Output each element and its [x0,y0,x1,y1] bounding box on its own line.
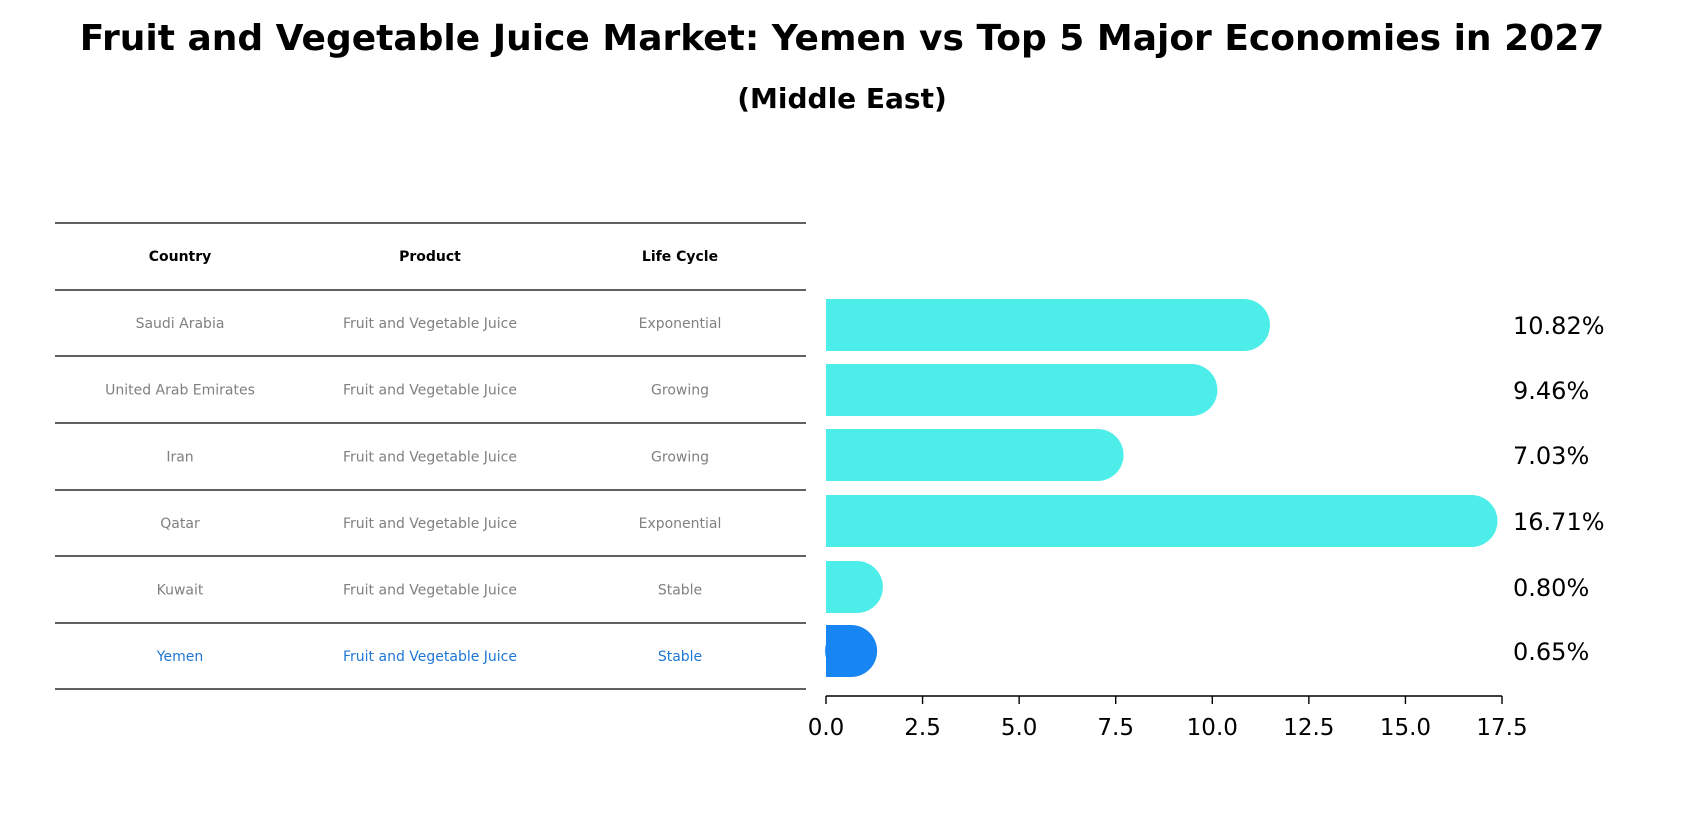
bar-highlight [825,625,878,677]
table-cell: Yemen [156,649,203,665]
table-cell: Saudi Arabia [136,316,225,332]
data-table: Country Product Life Cycle Saudi Arabia Frui… [55,222,806,690]
table-cell: Qatar [160,516,200,532]
table-cell: United Arab Emirates [105,383,255,399]
table-cell: Fruit and Vegetable Juice [343,316,517,332]
value-label: 0.80% [1513,574,1589,602]
table-cell: Fruit and Vegetable Juice [343,516,517,532]
bar-cap [1165,364,1218,416]
table-cell: Growing [651,383,709,399]
value-label: 0.65% [1513,638,1589,666]
bar-cap [1071,429,1124,481]
table-header: Product [399,249,461,265]
bar [826,364,1218,416]
value-label: 7.03% [1513,442,1589,470]
x-tick-label: 2.5 [904,715,941,741]
bar-cap [825,625,878,677]
value-label: 16.71% [1513,508,1605,536]
chart-subtitle: (Middle East) [737,82,947,115]
x-tick-label: 5.0 [1001,715,1038,741]
table-cell: Fruit and Vegetable Juice [343,383,517,399]
x-tick-label: 17.5 [1476,715,1527,741]
table-cell: Fruit and Vegetable Juice [343,583,517,599]
bar [826,429,1124,481]
x-tick-label: 15.0 [1380,715,1431,741]
bar-body [826,299,1244,351]
bar-body [826,429,1098,481]
chart-title: Fruit and Vegetable Juice Market: Yemen … [80,18,1605,59]
bar [826,561,883,613]
x-tick-label: 7.5 [1097,715,1134,741]
x-tick-label: 12.5 [1283,715,1334,741]
table-cell: Stable [658,583,702,599]
table-cell: Growing [651,450,709,466]
bar-cap [1217,299,1270,351]
bar-body [826,495,1472,547]
value-label: 9.46% [1513,377,1589,405]
x-tick-label: 10.0 [1187,715,1238,741]
table-cell: Fruit and Vegetable Juice [343,450,517,466]
bar [826,495,1498,547]
x-tick-label: 0.0 [808,715,845,741]
bar [826,299,1270,351]
table-cell: Stable [658,649,702,665]
table-header: Life Cycle [642,249,718,265]
table-cell: Exponential [639,316,722,332]
table-cell: Exponential [639,516,722,532]
bar-cap [1445,495,1498,547]
table-header: Country [149,249,212,265]
bar-plot [825,299,1498,677]
value-labels: 10.82% 9.46% 7.03% 16.71% 0.80% 0.65% [1513,312,1605,666]
bar-cap [830,561,883,613]
value-label: 10.82% [1513,312,1605,340]
bar-body [826,364,1192,416]
table-cell: Iran [166,450,193,466]
table-cell: Fruit and Vegetable Juice [343,649,517,665]
table-cell: Kuwait [157,583,204,599]
x-axis: 0.0 2.5 5.0 7.5 10.0 12.5 15.0 17.5 [808,695,1528,741]
